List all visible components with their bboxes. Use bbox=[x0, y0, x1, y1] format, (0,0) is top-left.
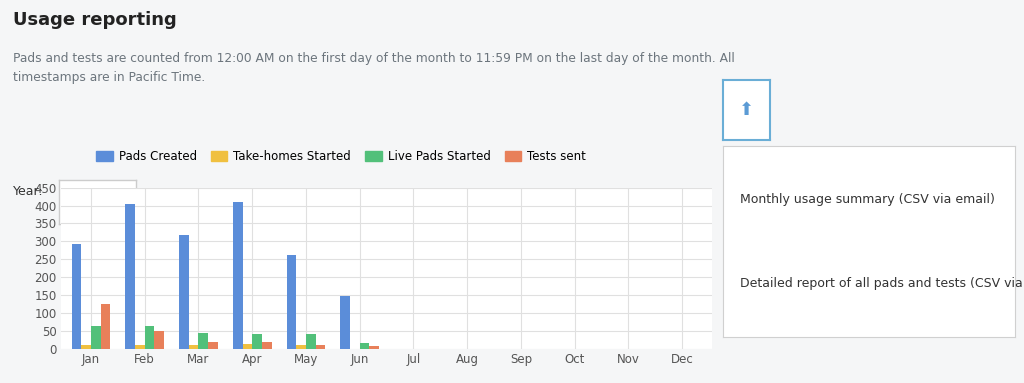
Bar bbox=[243, 344, 252, 349]
Bar bbox=[179, 235, 188, 349]
Bar bbox=[232, 202, 243, 349]
Bar bbox=[91, 326, 100, 349]
Text: Monthly usage summary (CSV via email): Monthly usage summary (CSV via email) bbox=[740, 193, 995, 206]
Bar bbox=[287, 255, 296, 349]
Bar bbox=[125, 205, 135, 349]
Text: Year:: Year: bbox=[13, 185, 44, 198]
Bar bbox=[262, 342, 271, 349]
Bar bbox=[296, 345, 306, 349]
Bar bbox=[155, 331, 164, 349]
Text: ⬆: ⬆ bbox=[739, 101, 754, 119]
Bar bbox=[359, 343, 370, 349]
Text: Pads and tests are counted from 12:00 AM on the first day of the month to 11:59 : Pads and tests are counted from 12:00 AM… bbox=[13, 52, 735, 84]
Bar bbox=[144, 326, 155, 349]
Bar bbox=[188, 345, 199, 349]
Bar bbox=[100, 304, 111, 349]
Bar bbox=[199, 333, 208, 349]
Legend: Pads Created, Take-homes Started, Live Pads Started, Tests sent: Pads Created, Take-homes Started, Live P… bbox=[91, 145, 591, 168]
Text: Usage reporting: Usage reporting bbox=[13, 11, 177, 29]
Bar bbox=[306, 334, 315, 349]
Text: Detailed report of all pads and tests (CSV via email): Detailed report of all pads and tests (C… bbox=[740, 277, 1024, 290]
Bar bbox=[315, 345, 326, 349]
Bar bbox=[208, 342, 218, 349]
Bar bbox=[370, 346, 379, 349]
Bar bbox=[340, 296, 350, 349]
Bar bbox=[72, 244, 81, 349]
Bar bbox=[81, 345, 91, 349]
Bar bbox=[252, 334, 262, 349]
Text: 2024  ▼: 2024 ▼ bbox=[79, 196, 128, 208]
Bar bbox=[135, 345, 144, 349]
